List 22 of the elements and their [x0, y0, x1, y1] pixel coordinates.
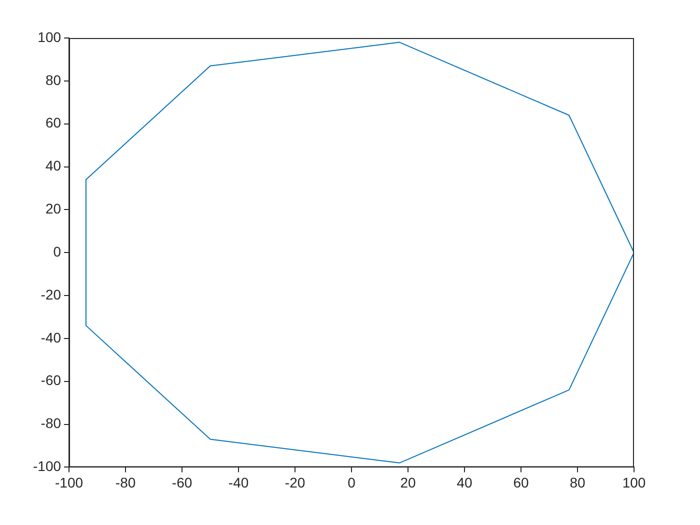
y-tick-label: -100 [32, 458, 62, 474]
x-tick-label: 20 [400, 474, 416, 490]
y-tick-label: -20 [40, 286, 62, 302]
x-tick-label: -80 [115, 474, 136, 490]
x-tick-label: 80 [570, 474, 586, 490]
y-tick-label: 40 [45, 158, 62, 174]
y-tick-label: 80 [45, 72, 62, 88]
x-tick-label: -60 [172, 474, 192, 490]
y-tick-label: 20 [45, 200, 62, 217]
y-tick-label: -60 [40, 372, 62, 388]
x-tick-label: 40 [456, 474, 473, 490]
y-tick-label: -80 [40, 415, 62, 432]
x-tick-label: -100 [55, 474, 84, 490]
y-tick-label: 100 [38, 28, 62, 45]
x-tick-label: 60 [513, 474, 529, 490]
x-tick-label: -40 [228, 474, 249, 490]
x-tick-label: -20 [284, 474, 306, 490]
x-tick-label: 0 [348, 474, 356, 490]
y-tick-label: 60 [45, 114, 62, 131]
y-tick-label: 0 [53, 243, 62, 260]
x-tick-label: 100 [622, 474, 646, 490]
y-tick-label: -40 [40, 329, 62, 346]
